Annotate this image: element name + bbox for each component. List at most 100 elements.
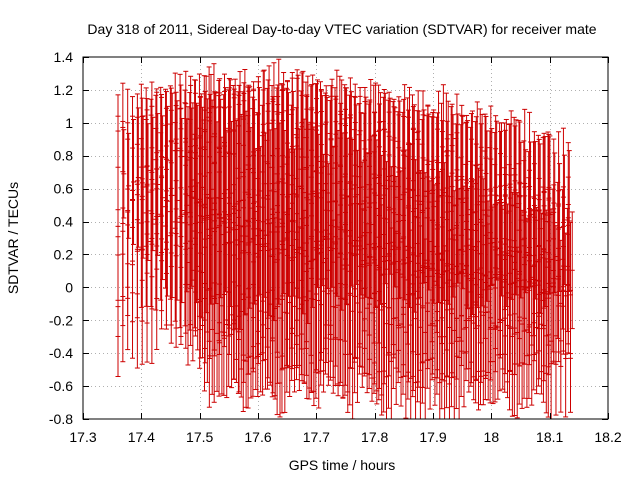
error-bar <box>183 164 189 334</box>
error-bar <box>251 151 257 373</box>
error-bar <box>120 207 126 301</box>
error-bar <box>269 183 275 398</box>
error-bar <box>168 140 174 326</box>
y-tick-label: -0.6 <box>49 378 73 394</box>
error-bar <box>159 166 165 312</box>
error-bar <box>459 176 465 352</box>
error-bar <box>376 182 382 401</box>
error-bar <box>333 121 339 367</box>
error-bar <box>466 188 472 370</box>
x-tick-labels: 17.3 17.4 17.5 17.6 17.7 17.8 17.9 18 18.1 18.2 <box>69 429 621 445</box>
error-bar <box>507 174 513 373</box>
error-bar <box>473 229 479 404</box>
error-bar <box>226 131 232 356</box>
series-9 <box>185 98 573 400</box>
error-bar <box>131 119 137 245</box>
error-bar <box>439 146 445 375</box>
y-tick-label: 0 <box>65 279 73 295</box>
error-bar <box>567 221 573 359</box>
error-bar <box>188 157 194 326</box>
error-bar <box>202 131 208 364</box>
error-bar <box>502 243 508 393</box>
x-tick-label: 18.2 <box>594 429 621 445</box>
error-bar <box>314 129 320 371</box>
error-bar <box>396 167 402 373</box>
y-tick-label: -0.8 <box>49 411 73 427</box>
error-bar <box>163 158 169 326</box>
error-bar <box>115 209 121 301</box>
error-bar <box>342 173 348 396</box>
error-bar <box>545 252 551 418</box>
error-bar <box>240 176 246 413</box>
error-bar <box>415 171 421 383</box>
error-bar <box>153 94 159 225</box>
error-bar <box>337 181 343 386</box>
error-bar <box>464 182 470 370</box>
error-bar <box>497 185 503 359</box>
error-bar <box>527 208 533 356</box>
error-bar <box>255 194 261 398</box>
error-bar <box>260 206 266 396</box>
y-tick-label: 1 <box>65 115 73 131</box>
error-bar <box>487 232 493 404</box>
error-bar <box>526 255 532 399</box>
error-bar <box>306 123 312 400</box>
error-bar <box>546 199 552 368</box>
error-bar <box>289 184 295 381</box>
error-bar <box>531 255 537 391</box>
error-bar <box>217 147 223 355</box>
error-bar <box>231 184 237 380</box>
error-bar <box>478 169 484 377</box>
error-bar <box>190 102 196 281</box>
error-bar <box>332 200 338 386</box>
error-bar <box>330 146 336 378</box>
y-tick-label: -0.2 <box>49 312 73 328</box>
error-bar <box>556 228 562 363</box>
error-bar <box>294 196 299 381</box>
axis-ticks <box>83 57 609 420</box>
x-tick-label: 17.3 <box>69 429 96 445</box>
x-tick-label: 17.5 <box>186 429 213 445</box>
x-tick-label: 18.1 <box>536 429 563 445</box>
error-bar <box>130 199 136 323</box>
x-tick-label: 17.9 <box>419 429 446 445</box>
error-bar <box>548 208 554 365</box>
error-bar <box>468 229 474 387</box>
error-bar <box>381 194 387 413</box>
error-bar <box>458 234 464 397</box>
error-bar <box>221 193 227 396</box>
error-bar <box>424 217 430 389</box>
error-bar <box>163 88 169 227</box>
error-bar <box>241 118 247 383</box>
error-bar <box>328 139 334 362</box>
error-bar <box>202 175 208 392</box>
error-bar <box>541 205 547 382</box>
y-tick-label: 0.2 <box>54 246 74 262</box>
error-bar <box>279 178 285 414</box>
error-bar <box>222 142 228 348</box>
error-bar <box>494 120 500 281</box>
chart-title: Day 318 of 2011, Sidereal Day-to-day VTE… <box>87 21 596 37</box>
error-bar <box>182 89 188 224</box>
error-bar <box>361 200 367 377</box>
error-bar <box>134 180 140 319</box>
y-axis-label: SDTVAR / TECUs <box>5 182 21 294</box>
error-bar <box>126 132 132 239</box>
error-bar <box>454 175 460 357</box>
error-bar <box>477 218 483 406</box>
error-bar <box>294 137 300 369</box>
error-bar <box>347 181 353 406</box>
error-bar <box>439 226 445 410</box>
error-bar <box>309 128 315 393</box>
error-bar <box>483 189 489 376</box>
error-bar <box>540 248 546 403</box>
error-bar <box>216 171 222 397</box>
error-bar <box>521 237 527 399</box>
error-bar <box>255 149 261 365</box>
error-bar <box>298 185 304 376</box>
error-bar <box>167 85 173 237</box>
error-bar <box>565 217 571 354</box>
error-bar <box>236 125 242 393</box>
error-bar <box>434 228 440 395</box>
error-bar <box>289 151 295 370</box>
